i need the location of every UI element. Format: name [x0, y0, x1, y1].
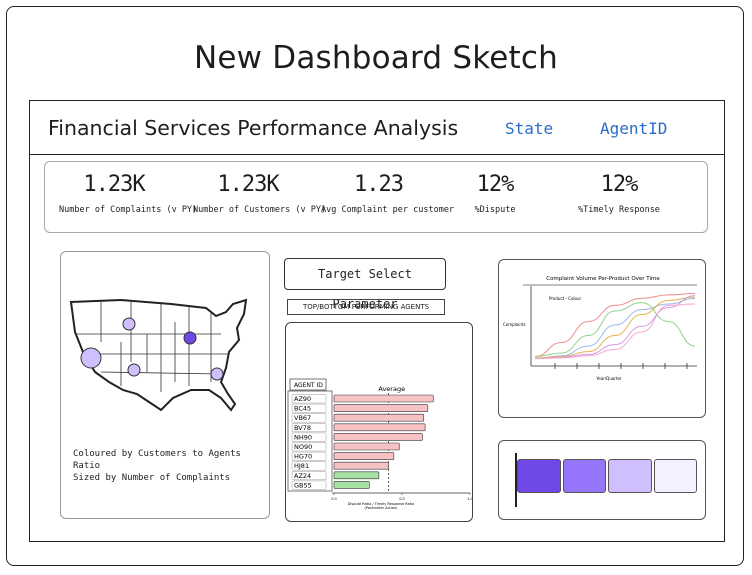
- dashboard-header: Financial Services Performance Analysis …: [30, 101, 724, 155]
- map-card: Coloured by Customers to Agents Ratio Si…: [60, 251, 270, 519]
- line-chart-card: Complaint Volume Per-Product Over Time P…: [498, 259, 706, 418]
- dashboard-title: Financial Services Performance Analysis: [48, 116, 459, 140]
- kpi-dispute: 12% %Dispute: [455, 172, 535, 215]
- agent-bar[interactable]: [333, 452, 395, 460]
- agents-bar-chart: AGENT ID Average Dispute Ratio / Timely …: [287, 378, 472, 510]
- agent-bar[interactable]: [333, 471, 380, 480]
- state-marker[interactable]: [210, 367, 224, 381]
- ratio-bar-card: [498, 440, 706, 520]
- target-select-parameter[interactable]: Target Select Parameter: [284, 258, 446, 311]
- agent-label: HJ81: [294, 462, 309, 470]
- kpi-value: 12%: [600, 172, 639, 197]
- agent-bar[interactable]: [333, 481, 370, 489]
- kpi-label: %Dispute: [474, 205, 516, 215]
- state-filter[interactable]: State: [505, 119, 554, 138]
- agent-list-box: [287, 390, 333, 492]
- agent-header: AGENT ID: [294, 382, 323, 389]
- ratio-segment[interactable]: [562, 459, 606, 493]
- agent-label-box: [291, 413, 327, 423]
- x-axis-label: Year/Quarter: [595, 376, 622, 381]
- state-marker[interactable]: [183, 331, 197, 345]
- kpi-label: Number of Customers (v PY): [193, 205, 327, 215]
- agent-label: NH90: [294, 433, 312, 441]
- series-line[interactable]: [534, 297, 696, 360]
- agent-label-box: [291, 394, 327, 404]
- map-caption: Coloured by Customers to Agents Ratio Si…: [73, 448, 269, 484]
- agent-label: BV78: [294, 424, 311, 432]
- dashboard-frame: Financial Services Performance Analysis …: [29, 100, 725, 542]
- state-marker[interactable]: [80, 347, 102, 369]
- complaint-volume-line-chart: Complaint Volume Per-Product Over Time P…: [503, 276, 697, 381]
- kpi-label: %Timely Response: [578, 205, 660, 215]
- agent-label: HG70: [294, 453, 312, 461]
- state-marker[interactable]: [127, 363, 141, 377]
- kpi-value: 1.23K: [83, 172, 145, 197]
- kpi-avg-complaint: 1.23 Avg Complaint per customer: [321, 172, 455, 215]
- series-line[interactable]: [534, 302, 696, 357]
- ratio-segment[interactable]: [653, 459, 697, 493]
- kpi-label: Number of Complaints (v PY): [59, 205, 198, 215]
- agentid-filter[interactable]: AgentID: [600, 119, 668, 138]
- kpi-value: 1.23: [354, 172, 404, 197]
- ratio-segment[interactable]: [608, 459, 652, 493]
- state-borders: [75, 300, 229, 392]
- y-axis-label: Complaints: [503, 322, 526, 327]
- agent-label: VB67: [294, 414, 311, 422]
- us-map[interactable]: [61, 282, 271, 452]
- kpi-label: Avg Complaint per customer: [321, 205, 455, 215]
- agent-label-box: [291, 403, 327, 413]
- agent-bar[interactable]: [333, 394, 434, 403]
- ratio-segment[interactable]: [517, 459, 561, 493]
- x-tick-label: 0.5: [399, 497, 405, 501]
- x-axis-label: Dispute Ratio / Timely Response Ratio: [348, 502, 415, 506]
- series-line[interactable]: [534, 293, 696, 357]
- agent-label: NO90: [294, 443, 312, 451]
- agent-label-box: [291, 423, 327, 433]
- page-title: New Dashboard Sketch: [194, 40, 558, 76]
- ratio-segments: [517, 459, 697, 493]
- kpi-value: 12%: [476, 172, 515, 197]
- agent-bar[interactable]: [333, 404, 429, 412]
- average-label: Average: [378, 385, 405, 393]
- x-axis-sublabel: (Parameter Action): [364, 506, 398, 510]
- agent-label: AZ90: [294, 395, 311, 403]
- agent-bar[interactable]: [333, 413, 425, 422]
- line-chart-title: Complaint Volume Per-Product Over Time: [546, 276, 660, 282]
- top-bottom-toggle[interactable]: TOP/BOTTOM PERFORMING AGENTS: [287, 299, 445, 315]
- agent-label-box: [291, 480, 327, 490]
- state-marker[interactable]: [122, 317, 136, 331]
- agent-header-box: [289, 378, 327, 391]
- series-line[interactable]: [534, 303, 696, 360]
- map-caption-color: Coloured by Customers to Agents Ratio: [73, 449, 241, 471]
- x-tick-label: 0.0: [331, 497, 337, 501]
- agent-bar[interactable]: [333, 433, 423, 441]
- agent-bar[interactable]: [333, 423, 426, 432]
- kpi-timely-response: 12% %Timely Response: [569, 172, 669, 215]
- map-caption-size: Sized by Number of Complaints: [73, 473, 231, 483]
- agent-label-box: [291, 471, 327, 481]
- kpi-row: 1.23K Number of Complaints (v PY) 1.23K …: [44, 161, 708, 233]
- x-tick-label: 1.0: [467, 497, 472, 501]
- agent-bar[interactable]: [333, 461, 389, 470]
- agent-label-box: [291, 442, 327, 452]
- agent-label-box: [291, 451, 327, 461]
- agent-label-box: [291, 432, 327, 442]
- kpi-value: 1.23K: [217, 172, 279, 197]
- agent-label: BC45: [294, 405, 311, 413]
- agent-label: GB55: [294, 481, 312, 489]
- kpi-complaints: 1.23K Number of Complaints (v PY): [59, 172, 198, 215]
- series-line[interactable]: [534, 296, 696, 359]
- agent-label: AZ24: [294, 472, 311, 480]
- us-outline: [69, 298, 248, 412]
- agent-bar[interactable]: [333, 442, 400, 451]
- series-line[interactable]: [534, 295, 696, 360]
- agents-chart-card: AGENT ID Average Dispute Ratio / Timely …: [285, 322, 473, 522]
- kpi-customers: 1.23K Number of Customers (v PY): [193, 172, 327, 215]
- legend-label: Product - Colour: [549, 296, 582, 301]
- agent-label-box: [291, 461, 327, 471]
- ratio-axis: [515, 453, 517, 507]
